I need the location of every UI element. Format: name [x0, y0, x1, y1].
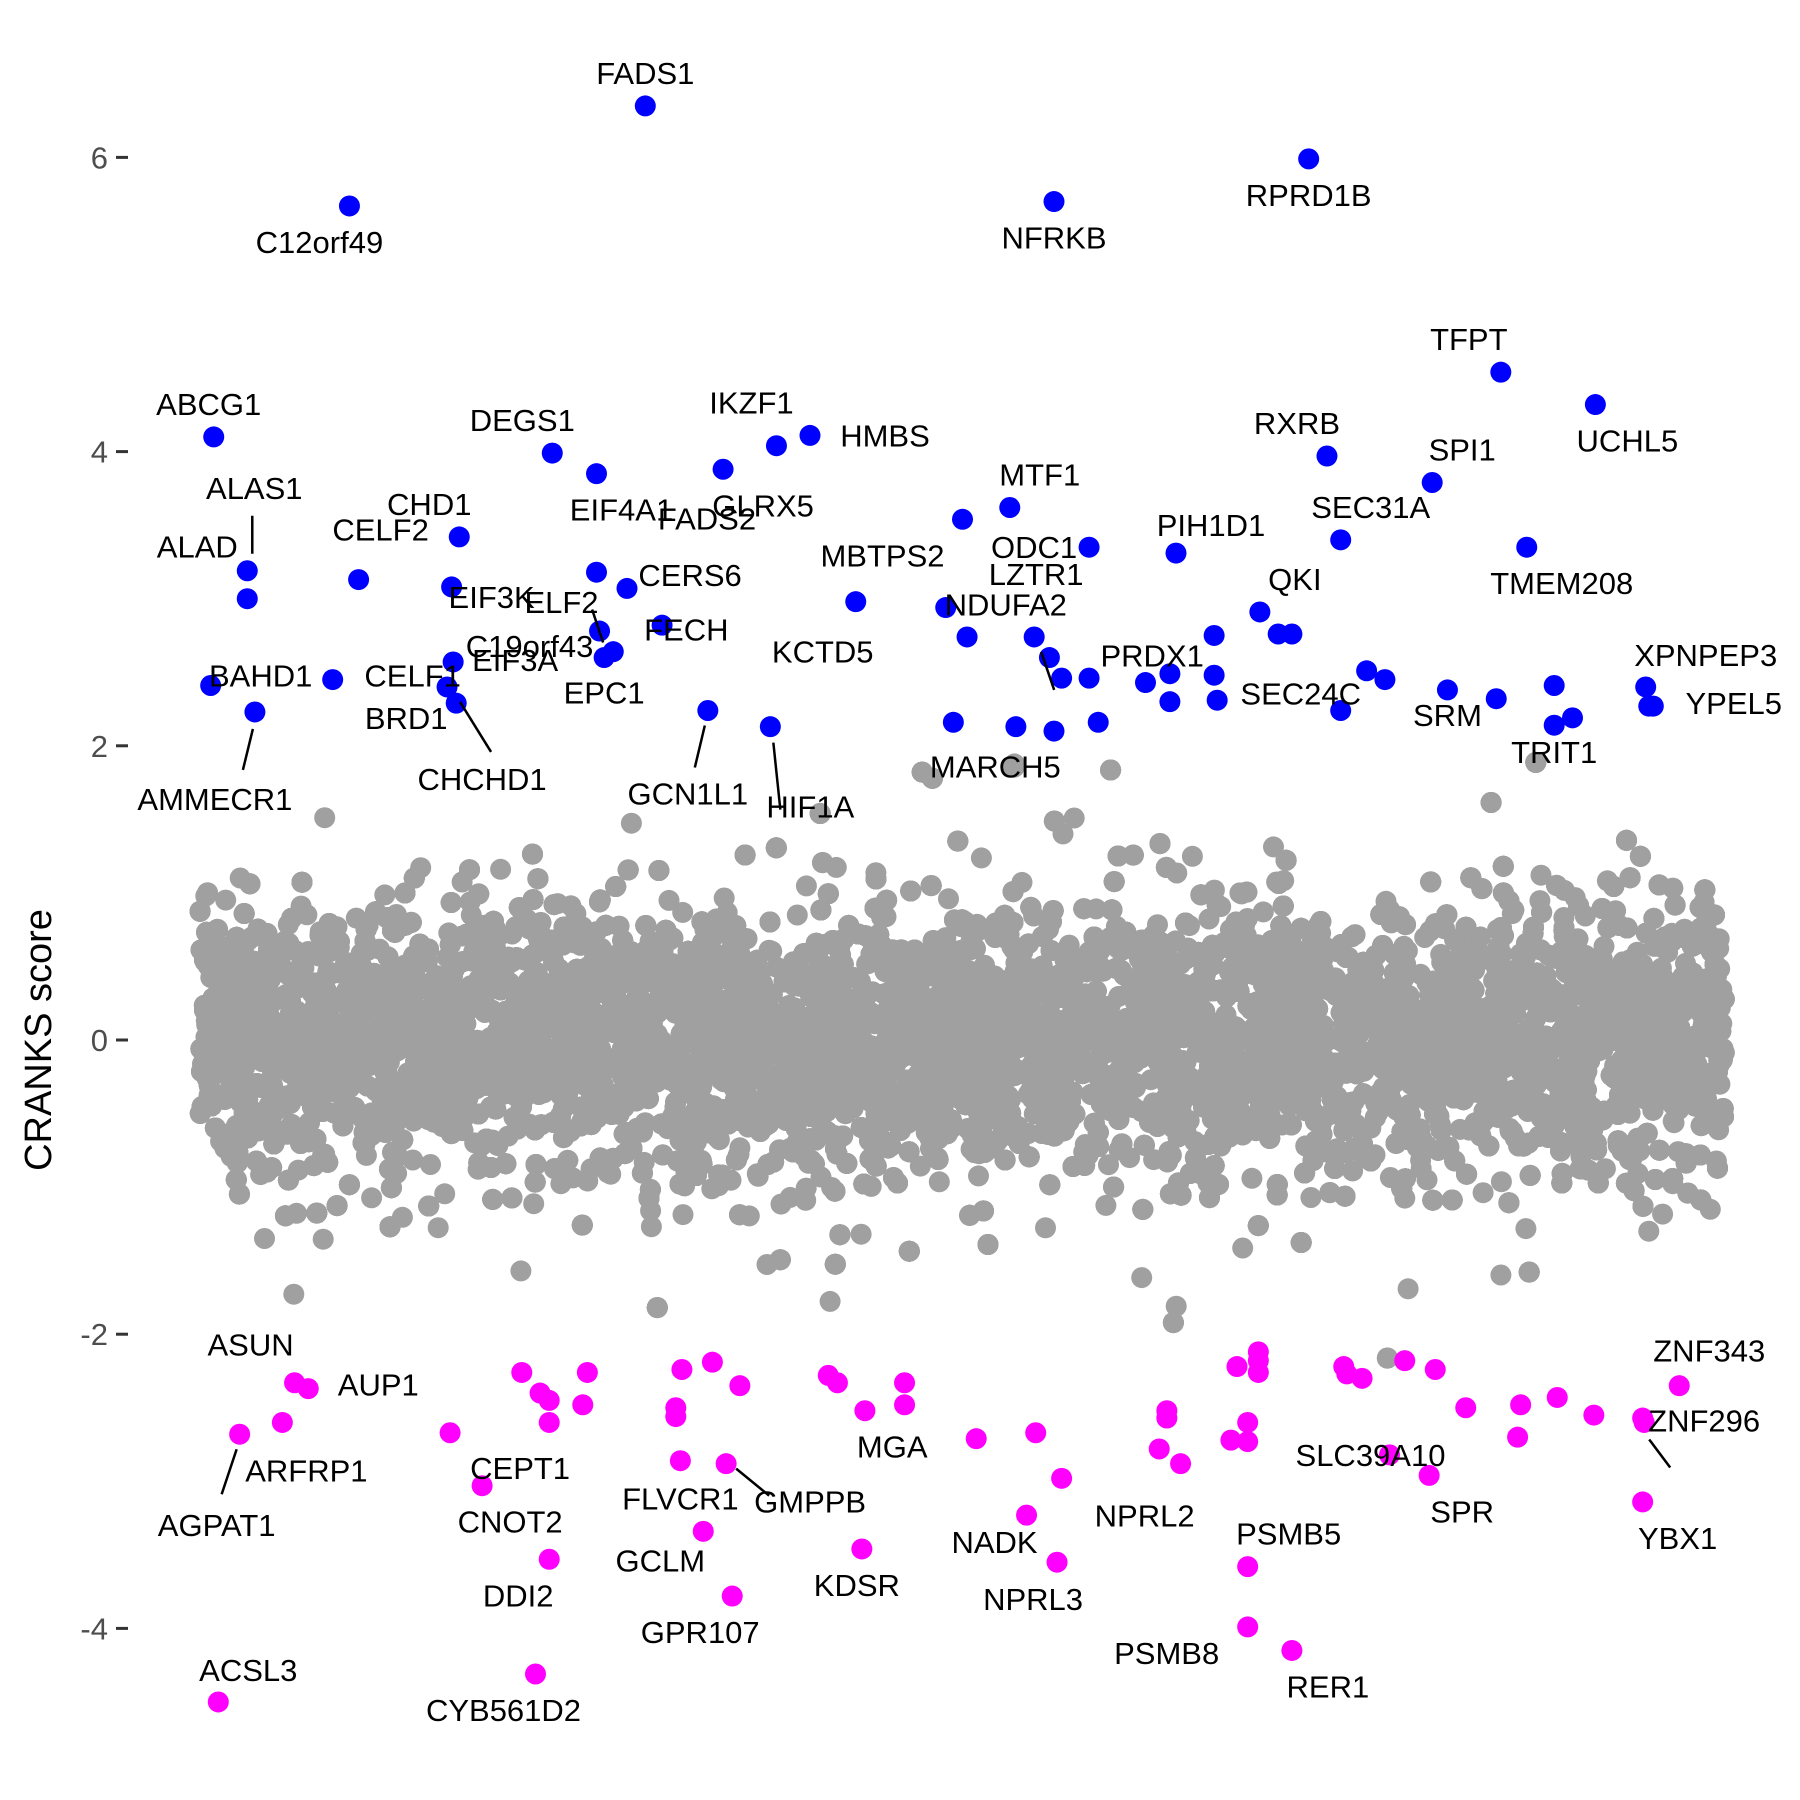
- background-point: [1342, 1160, 1364, 1182]
- background-point: [1063, 807, 1085, 829]
- background-point: [1515, 1218, 1537, 1240]
- background-point: [1652, 1203, 1674, 1225]
- background-point: [658, 889, 680, 911]
- background-point: [928, 1171, 950, 1193]
- background-point: [197, 882, 219, 904]
- background-point: [672, 901, 694, 923]
- background-point: [1430, 943, 1452, 965]
- background-points: [189, 751, 1735, 1369]
- background-point: [779, 1186, 801, 1208]
- background-point: [460, 904, 482, 926]
- background-point: [1397, 1278, 1419, 1300]
- background-point: [427, 1217, 449, 1239]
- background-point: [1530, 864, 1552, 886]
- background-point: [361, 1187, 383, 1209]
- background-point: [968, 1165, 989, 1187]
- background-point: [819, 1290, 841, 1312]
- background-point: [1232, 1237, 1254, 1259]
- background-point: [1593, 935, 1615, 957]
- background-point: [1131, 1267, 1153, 1289]
- background-point: [1490, 1264, 1512, 1286]
- background-point: [1181, 845, 1203, 867]
- background-point: [640, 1216, 662, 1238]
- background-point: [1165, 1295, 1187, 1317]
- background-point: [1241, 1167, 1263, 1189]
- background-point: [795, 1177, 817, 1199]
- background-point: [1300, 1187, 1322, 1208]
- background-point: [215, 889, 237, 911]
- background-point: [1263, 836, 1284, 858]
- background-point: [1252, 901, 1274, 923]
- background-point: [1035, 1217, 1056, 1239]
- background-point: [1472, 1182, 1494, 1204]
- background-point: [434, 1183, 456, 1205]
- background-point: [672, 1204, 694, 1226]
- background-point: [420, 1154, 441, 1175]
- background-point: [1098, 1154, 1119, 1176]
- background-point: [283, 1283, 305, 1305]
- background-point: [1638, 1220, 1660, 1242]
- background-point: [312, 1228, 334, 1250]
- background-point: [374, 884, 396, 906]
- background-point: [713, 887, 735, 909]
- background-point: [510, 1260, 532, 1282]
- background-point: [795, 875, 817, 897]
- background-point: [314, 807, 336, 829]
- background-point: [938, 888, 959, 910]
- background-point: [970, 847, 992, 869]
- background-point: [254, 1228, 275, 1249]
- background-point: [1095, 1194, 1117, 1216]
- background-point: [850, 1223, 872, 1245]
- background-point: [786, 904, 808, 926]
- background-point: [490, 858, 512, 880]
- background-point: [620, 812, 642, 834]
- background-point: [1490, 1171, 1512, 1193]
- background-point: [523, 1193, 545, 1215]
